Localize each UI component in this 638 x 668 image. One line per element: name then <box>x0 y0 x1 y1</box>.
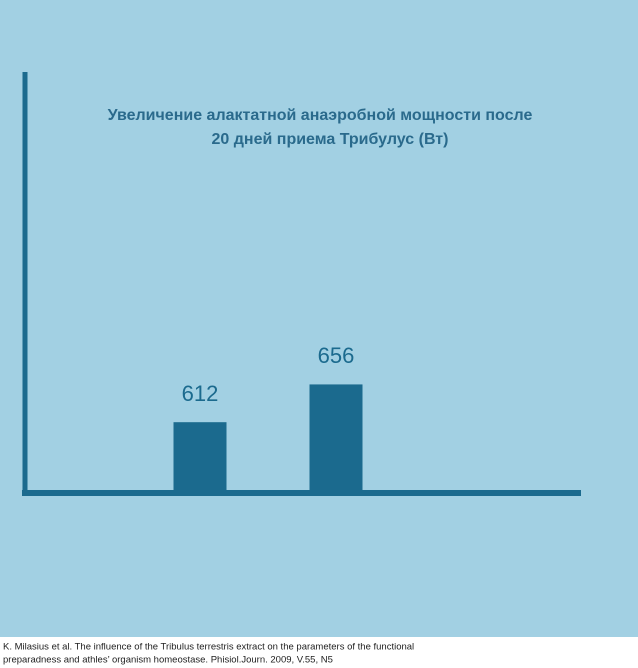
chart-title: Увеличение алактатной анаэробной мощност… <box>108 107 533 124</box>
chart-background <box>0 0 638 637</box>
source: K. Milasius et al. The influence of the … <box>3 642 414 653</box>
data-label: 656 <box>318 343 355 368</box>
bar <box>309 384 363 490</box>
bar <box>173 422 227 490</box>
source: preparadness and athles’ organism homeos… <box>3 655 333 666</box>
chart-title: 20 дней приема Трибулус (Вт) <box>212 131 449 148</box>
data-label: 612 <box>182 381 219 406</box>
